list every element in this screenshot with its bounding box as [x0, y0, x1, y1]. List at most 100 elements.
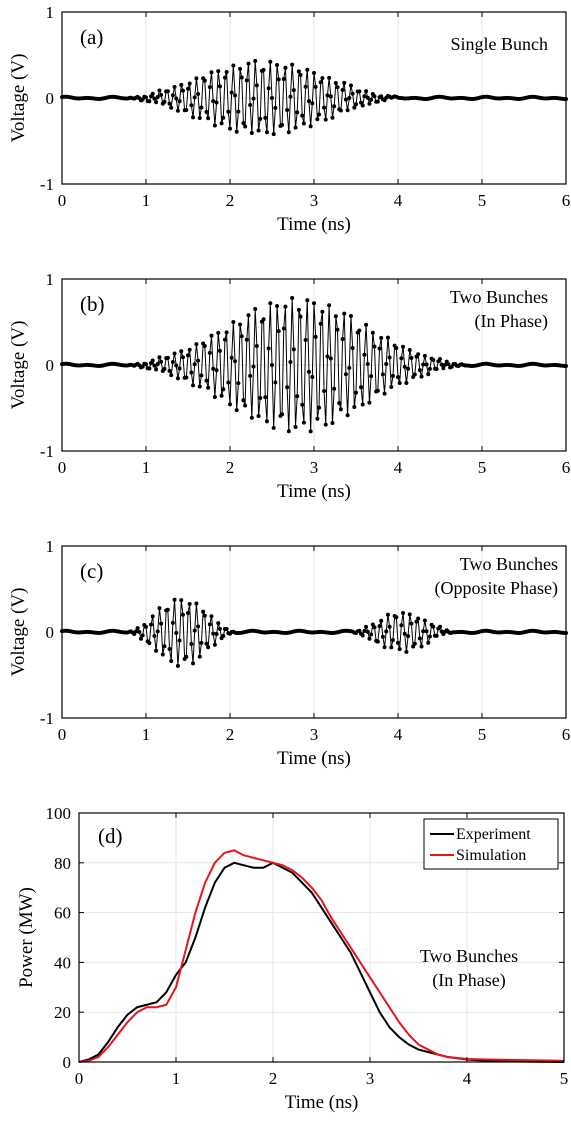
y-tick-label: 40 [54, 953, 71, 972]
signal-marker [196, 358, 201, 363]
signal-marker [191, 115, 196, 120]
signal-marker [248, 373, 253, 378]
signal-marker [313, 84, 318, 89]
signal-marker [286, 130, 291, 135]
signal-marker [313, 334, 318, 339]
signal-markers [60, 296, 568, 434]
signal-marker [212, 123, 217, 128]
signal-marker [211, 366, 216, 371]
signal-marker [172, 351, 177, 356]
signal-marker [154, 648, 159, 653]
y-axis-title: Voltage (V) [8, 588, 29, 677]
signal-marker [244, 78, 249, 83]
signal-marker [285, 385, 290, 390]
signal-marker [416, 616, 421, 621]
signal-marker [310, 374, 315, 379]
signal-marker [375, 99, 380, 104]
signal-marker [241, 121, 246, 126]
annotation-text: Two Bunches [420, 946, 518, 966]
signal-marker [317, 112, 322, 117]
signal-marker [162, 644, 167, 649]
signal-marker [157, 606, 162, 611]
y-tick-label: 0 [46, 623, 55, 642]
signal-marker [169, 373, 174, 378]
signal-marker [149, 622, 154, 627]
signal-marker [335, 327, 340, 332]
signal-marker [384, 362, 389, 367]
signal-marker [243, 124, 248, 129]
signal-marker [345, 413, 350, 418]
x-axis-title: Time (ns) [277, 214, 351, 235]
signal-marker [239, 334, 244, 339]
signal-marker [253, 58, 258, 63]
signal-marker [352, 404, 357, 409]
y-tick-label: -1 [40, 709, 54, 728]
signal-marker [377, 624, 382, 629]
signal-marker [155, 94, 160, 99]
signal-marker [337, 401, 342, 406]
signal-marker [384, 629, 389, 634]
signal-marker [342, 311, 347, 316]
signal-marker [301, 121, 306, 126]
signal-marker [382, 645, 387, 650]
signal-marker [340, 337, 345, 342]
signal-marker [206, 385, 211, 390]
signal-marker [270, 96, 274, 100]
signal-marker [249, 131, 254, 135]
signal-marker [293, 125, 298, 130]
signal-marker [194, 76, 199, 81]
y-axis-title: Voltage (V) [8, 54, 29, 143]
signal-marker [216, 69, 221, 74]
signal-marker [416, 352, 421, 357]
signal-marker [300, 402, 305, 407]
signal-marker [137, 629, 142, 634]
signal-marker [348, 83, 353, 88]
signal-marker [372, 94, 377, 99]
signal-marker [359, 385, 364, 390]
signal-marker [165, 607, 170, 612]
signal-marker [295, 110, 300, 115]
signal-marker [224, 70, 229, 75]
signal-marker [224, 627, 229, 632]
signal-marker [367, 636, 372, 641]
signal-marker [207, 85, 212, 90]
y-tick-label: 80 [54, 854, 71, 873]
x-axis-title: Time (ns) [277, 481, 351, 502]
signal-marker [202, 613, 207, 618]
signal-marker [338, 407, 343, 412]
signal-marker [306, 99, 311, 104]
signal-marker [233, 359, 238, 364]
signal-marker [175, 376, 180, 381]
signal-marker [243, 403, 248, 408]
signal-marker [233, 93, 238, 98]
y-tick-label: -1 [40, 175, 54, 194]
signal-marker [170, 360, 175, 365]
signal-marker [407, 347, 412, 352]
signal-marker [298, 314, 303, 319]
signal-marker [291, 88, 296, 93]
signal-marker [409, 355, 414, 360]
signal-marker [159, 621, 164, 626]
signal-marker [327, 303, 332, 308]
signal-marker [431, 358, 436, 363]
signal-marker [167, 101, 172, 106]
x-tick-label: 2 [226, 458, 235, 477]
signal-marker [350, 345, 355, 350]
signal-marker [390, 638, 395, 643]
signal-marker [406, 634, 411, 639]
signal-marker [258, 116, 263, 121]
signal-marker [369, 632, 374, 637]
x-tick-label: 4 [394, 725, 403, 744]
signal-marker [241, 398, 246, 403]
signal-marker [147, 366, 152, 371]
signal-marker [303, 338, 308, 343]
annotation-text: (In Phase) [432, 970, 505, 991]
signal-marker [144, 362, 148, 367]
signal-marker [155, 361, 160, 366]
signal-marker [434, 633, 439, 638]
x-tick-label: 4 [394, 191, 403, 210]
signal-marker [196, 91, 201, 96]
x-tick-label: 1 [142, 725, 151, 744]
signal-marker [357, 89, 362, 94]
signal-marker [270, 363, 274, 367]
